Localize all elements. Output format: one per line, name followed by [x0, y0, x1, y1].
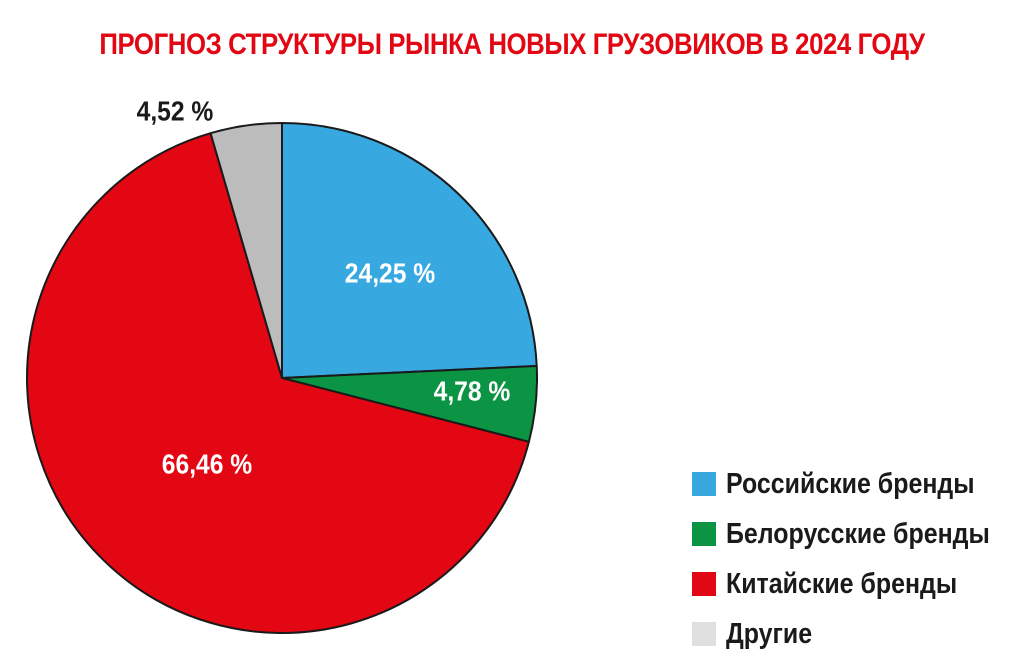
legend: Российские бренды Белорусские бренды Кит… — [692, 459, 1017, 659]
legend-label-belarusian: Белорусские бренды — [726, 517, 990, 550]
data-label-chinese: 66,46 % — [162, 448, 252, 480]
legend-swatch-other — [692, 622, 716, 646]
legend-swatch-russian — [692, 472, 716, 496]
pie-slice-other — [209, 122, 283, 379]
legend-item-russian: Российские бренды — [692, 459, 1017, 509]
legend-label-other: Другие — [726, 617, 813, 650]
legend-item-belarusian: Белорусские бренды — [692, 509, 1017, 559]
legend-swatch-belarusian — [692, 522, 716, 546]
pie-slice-chinese — [26, 132, 530, 634]
legend-swatch-chinese — [692, 572, 716, 596]
data-label-belarusian: 4,78 % — [434, 375, 511, 407]
pie-chart: 24,25 % 4,78 % 66,46 % 4,52 % — [26, 95, 539, 634]
legend-label-chinese: Китайские бренды — [726, 567, 958, 600]
data-label-russian: 24,25 % — [345, 257, 435, 289]
chart-title: ПРОГНОЗ СТРУКТУРЫ РЫНКА НОВЫХ ГРУЗОВИКОВ… — [99, 28, 925, 61]
legend-item-other: Другие — [692, 609, 1017, 659]
legend-item-chinese: Китайские бренды — [692, 559, 1017, 609]
data-label-other: 4,52 % — [137, 95, 214, 127]
legend-label-russian: Российские бренды — [726, 467, 975, 500]
pie-slice-russian — [281, 122, 538, 379]
